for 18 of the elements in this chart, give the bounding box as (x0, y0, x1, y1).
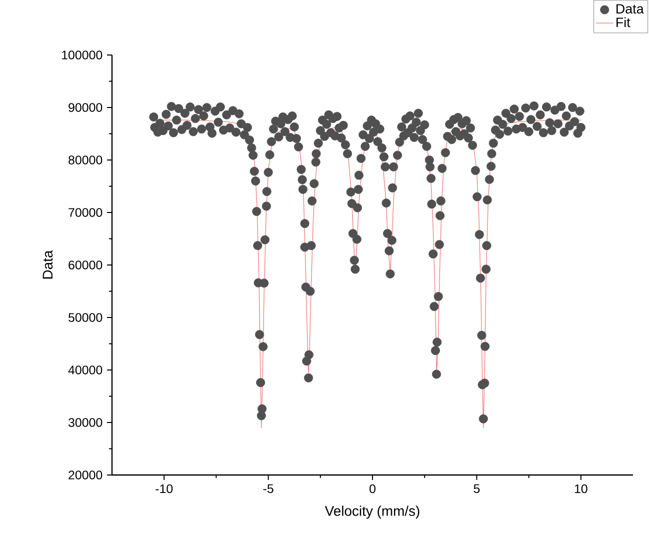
x-tick-label: -5 (263, 484, 274, 494)
x-tick-label: 10 (574, 484, 588, 494)
y-axis-title: Data (42, 250, 53, 279)
y-tick-label: 50000 (68, 313, 102, 322)
y-tick-label: 90000 (68, 103, 102, 112)
legend-label: Data (616, 4, 644, 14)
legend-label: Fit (616, 17, 630, 28)
x-tick-label: 5 (474, 484, 480, 494)
x-tick-label: 0 (370, 484, 376, 494)
y-tick-label: 40000 (68, 366, 102, 374)
y-tick-label: 80000 (68, 156, 102, 164)
x-axis-title: Velocity (mm/s) (324, 506, 420, 519)
y-tick-label: 60000 (68, 260, 102, 270)
y-tick-label: 100000 (62, 50, 102, 60)
y-tick-label: 30000 (68, 418, 102, 427)
x-tick-label: -10 (156, 484, 173, 494)
y-tick-label: 70000 (68, 208, 102, 217)
y-tick-label: 20000 (68, 470, 102, 480)
